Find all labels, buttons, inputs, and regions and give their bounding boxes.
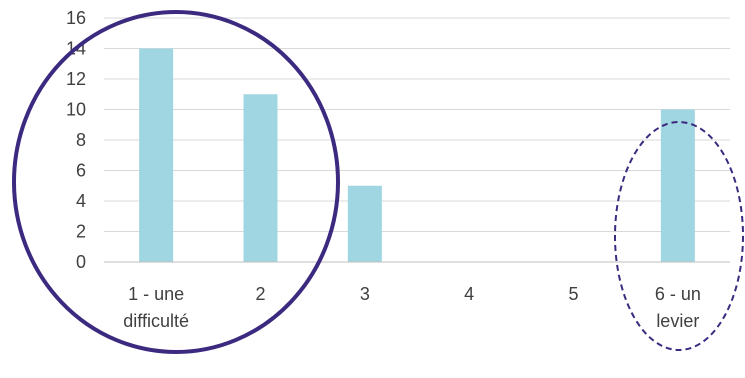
bar-layer bbox=[139, 48, 695, 262]
bar bbox=[347, 185, 382, 262]
grid-layer bbox=[104, 17, 730, 232]
y-tick-label: 6 bbox=[76, 161, 86, 181]
bar bbox=[139, 48, 174, 262]
x-tick-label: 4 bbox=[464, 284, 474, 304]
x-tick-label: 1 - une difficulté bbox=[123, 284, 189, 331]
x-tick-label: 2 bbox=[255, 284, 265, 304]
x-tick-label: 6 - un levier bbox=[655, 284, 701, 331]
y-tick-label: 10 bbox=[66, 100, 86, 120]
annotation-ellipse-dashed bbox=[614, 121, 744, 351]
y-tick-label: 12 bbox=[66, 69, 86, 89]
y-tick-label: 4 bbox=[76, 191, 86, 211]
x-category-labels: 1 - une difficulté 2 3 4 5 6 - un levier bbox=[123, 284, 701, 331]
x-tick-label: 5 bbox=[568, 284, 578, 304]
bar bbox=[243, 94, 278, 262]
y-tick-label: 0 bbox=[76, 252, 86, 272]
bar bbox=[660, 109, 695, 262]
annotation-ellipse-solid bbox=[12, 10, 340, 354]
y-tick-label: 16 bbox=[66, 8, 86, 28]
annotation-layer bbox=[12, 10, 744, 354]
x-tick-label: 3 bbox=[360, 284, 370, 304]
y-tick-label: 2 bbox=[76, 222, 86, 242]
y-tick-label: 8 bbox=[76, 130, 86, 150]
